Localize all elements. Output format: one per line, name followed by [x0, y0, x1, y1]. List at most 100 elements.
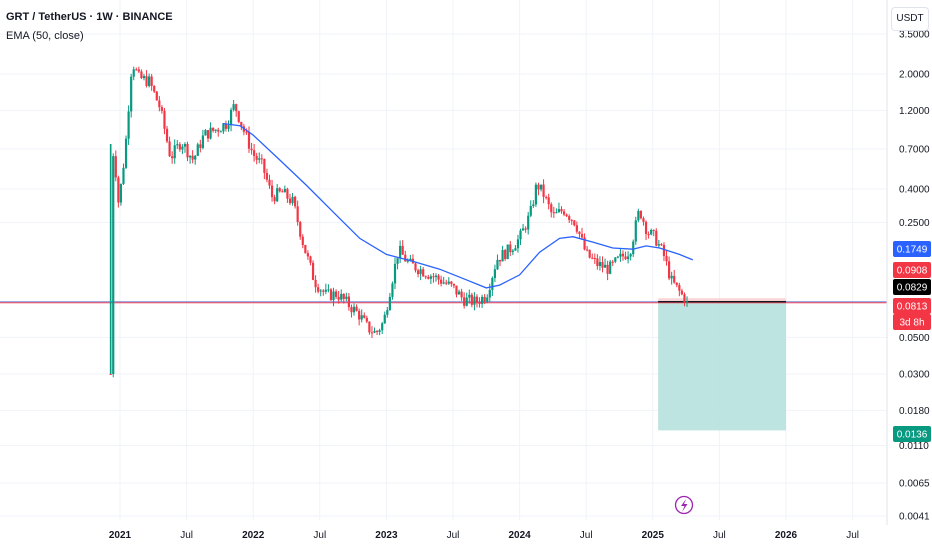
candle-body: [562, 211, 566, 215]
candle-body: [130, 76, 133, 112]
candle-body: [370, 332, 374, 334]
candle-body: [142, 76, 146, 79]
candle-body: [639, 210, 643, 219]
candle-body: [532, 204, 535, 207]
candle-body: [278, 188, 281, 192]
candle-body: [450, 281, 453, 284]
symbol-title[interactable]: GRT / TetherUS · 1W · BINANCE: [6, 11, 173, 23]
candle-body: [283, 188, 286, 193]
candle-body: [514, 248, 517, 251]
candle-body: [670, 275, 673, 279]
candle-body: [171, 156, 174, 159]
candle-body: [568, 216, 571, 220]
candle-body: [685, 301, 689, 303]
y-tick-label: 0.4000: [899, 184, 930, 195]
candle-body: [375, 330, 379, 332]
candle-body: [662, 244, 666, 256]
candle-body: [552, 212, 555, 214]
candle-body: [506, 244, 509, 260]
candle-body: [114, 156, 117, 178]
candle-body: [165, 128, 169, 142]
candle-body: [281, 191, 284, 193]
candle-body: [427, 277, 430, 279]
candle-body: [465, 297, 468, 306]
x-tick-label: Jul: [713, 530, 726, 541]
candle-body: [224, 123, 228, 129]
candle-body: [555, 212, 558, 214]
candle-body: [565, 214, 568, 217]
y-tick-label: 1.2000: [899, 106, 930, 117]
x-tick-label: 2022: [242, 530, 265, 541]
candle-body: [109, 373, 112, 375]
candle-body: [158, 100, 161, 108]
candle-body: [291, 196, 294, 204]
candle-body: [209, 127, 212, 139]
candle-body: [524, 228, 527, 230]
candle-body: [614, 257, 617, 262]
candle-body: [176, 144, 179, 146]
event-marker[interactable]: [674, 495, 694, 515]
y-tick-label: 0.0065: [899, 479, 930, 490]
candle-body: [329, 289, 333, 301]
candle-body: [378, 330, 381, 332]
candle-body: [475, 296, 479, 303]
candle-body: [188, 155, 192, 158]
indicator-label[interactable]: EMA (50, close): [6, 30, 84, 42]
candle-body: [493, 269, 497, 278]
x-tick-label: Jul: [580, 530, 593, 541]
price-badge-label: 0.0908: [897, 266, 928, 277]
candle-body: [150, 76, 153, 86]
candle-body: [196, 144, 199, 156]
candle-body: [127, 111, 130, 139]
candle-body: [250, 148, 253, 151]
currency-button[interactable]: USDT: [891, 7, 929, 31]
candle-body: [683, 294, 686, 303]
candle-body: [112, 156, 115, 375]
candle-body: [488, 289, 491, 298]
candle-body: [258, 158, 261, 160]
candle-body: [219, 131, 222, 133]
candle-body: [214, 129, 217, 131]
candle-body: [583, 237, 586, 250]
candle-body: [437, 275, 440, 280]
candle-body: [145, 76, 148, 86]
time-axis[interactable]: 2021 Jul 2022 Jul 2023 Jul 2024 Jul 2025 Jul 2026 J…: [109, 530, 859, 541]
candle-body: [119, 183, 123, 203]
candle-body: [588, 249, 591, 258]
candle-body: [314, 279, 317, 288]
candle-body: [404, 254, 407, 262]
price-badge-label: 3d 8h: [899, 318, 924, 329]
candle-body: [317, 287, 320, 292]
candle-body: [460, 291, 463, 298]
candle-body: [263, 158, 266, 173]
candle-body: [521, 228, 525, 231]
price-badge: [893, 262, 931, 278]
price-badge-label: 0.1749: [897, 245, 928, 256]
candle-body: [470, 294, 473, 305]
y-tick-label: 2.0000: [899, 70, 930, 81]
candle-body: [432, 276, 435, 278]
y-tick-label: 0.7000: [899, 144, 930, 155]
candle-body: [332, 291, 335, 301]
candle-body: [270, 185, 274, 198]
candle-body: [611, 261, 614, 263]
x-tick-label: Jul: [180, 530, 193, 541]
candle-body: [629, 254, 632, 257]
price-axis[interactable]: 3.5000 2.0000 1.2000 0.7000 0.4000 0.2500 0.05…: [886, 0, 930, 525]
candle-body: [319, 290, 322, 292]
candle-body: [478, 302, 481, 304]
candle-body: [350, 307, 353, 313]
candle-body: [181, 146, 184, 150]
candle-body: [299, 222, 302, 237]
chart-grid: [0, 0, 887, 520]
candle-body: [534, 184, 537, 205]
candle-body: [624, 256, 627, 260]
candle-body: [396, 258, 399, 264]
x-tick-label: Jul: [846, 530, 859, 541]
candle-body: [309, 256, 312, 263]
candle-body: [504, 250, 507, 260]
candle-body: [288, 198, 292, 204]
candle-body: [616, 256, 619, 258]
candle-body: [650, 229, 653, 235]
